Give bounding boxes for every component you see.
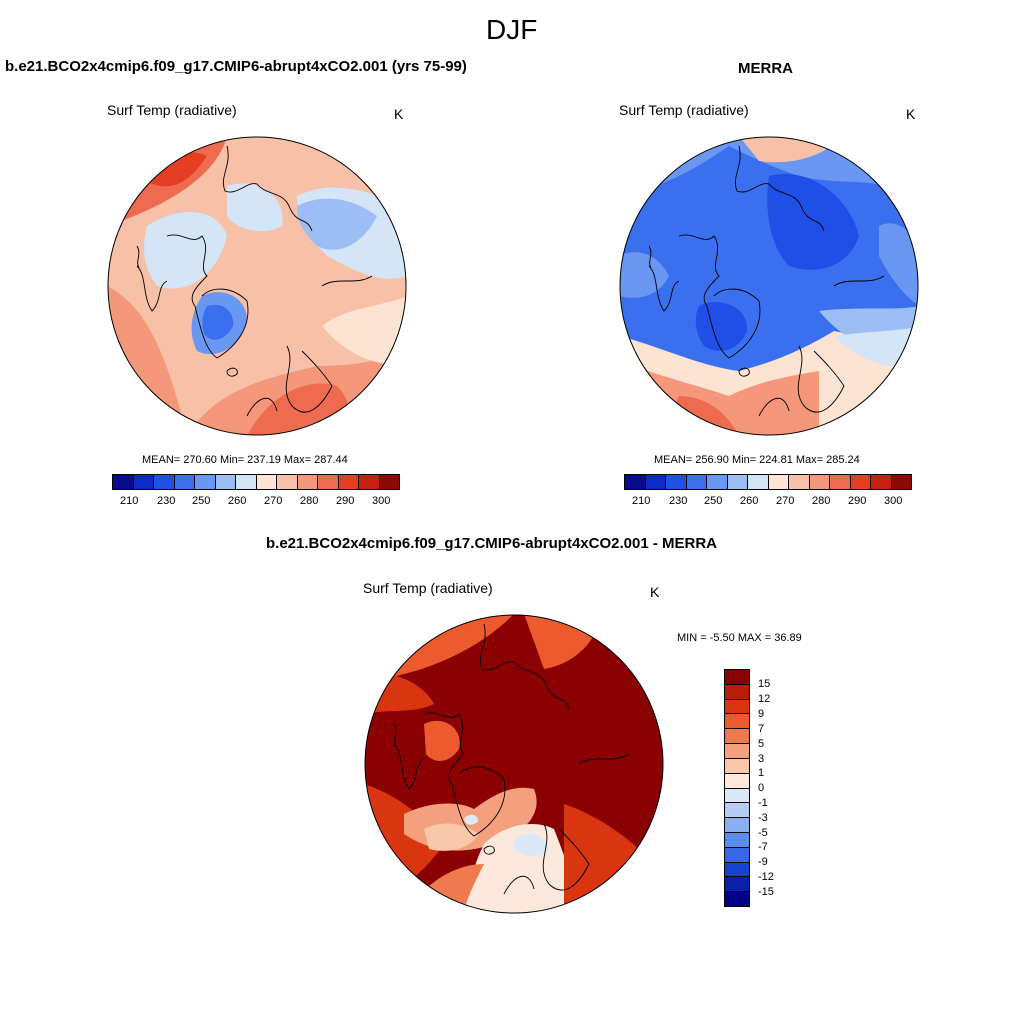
cbar2-tick: 210 [632,495,651,507]
colorbar-swatch [215,475,236,489]
vbar-tick: -5 [758,827,768,839]
vbar-tick: 15 [758,678,771,690]
colorbar-swatch [256,475,277,489]
colorbar-swatch [725,862,749,878]
panel-1-title: b.e21.BCO2x4cmip6.f09_g17.CMIP6-abrupt4x… [5,58,467,75]
colorbar-swatch [297,475,318,489]
panel-2-polar-map [619,136,919,436]
colorbar-swatch [725,758,749,774]
panel-2-stats: MEAN= 256.90 Min= 224.81 Max= 285.24 [654,454,860,466]
colorbar-swatch [725,670,749,685]
colorbar-swatch [871,475,892,489]
vbar-tick: -12 [758,871,774,883]
colorbar-swatch [727,475,748,489]
colorbar-swatch [645,475,666,489]
colorbar-swatch [725,788,749,804]
cbar2-tick: 250 [704,495,723,507]
colorbar-swatch [277,475,298,489]
colorbar-swatch [725,803,749,819]
colorbar-swatch [318,475,339,489]
colorbar-swatch [707,475,728,489]
colorbar-swatch [725,847,749,863]
colorbar-swatch [725,744,749,759]
panel-3-title: b.e21.BCO2x4cmip6.f09_g17.CMIP6-abrupt4x… [266,535,717,552]
vbar-tick: 1 [758,767,765,779]
colorbar-swatch [359,475,380,489]
panel-1-stats: MEAN= 270.60 Min= 237.19 Max= 287.44 [142,454,348,466]
colorbar-swatch [830,475,851,489]
cbar1-tick: 270 [264,495,283,507]
colorbar-swatch [768,475,789,489]
colorbar-swatch [789,475,810,489]
panel-1-polar-map [107,136,407,436]
panel-2-units-label: K [906,106,916,122]
colorbar-swatch [725,877,749,893]
colorbar-swatch [174,475,195,489]
vbar-tick: -1 [758,797,768,809]
vbar-tick: 3 [758,753,765,765]
colorbar-swatch [625,475,646,489]
panel-3-colorbar [724,669,750,907]
colorbar-swatch [809,475,830,489]
colorbar-swatch [195,475,216,489]
colorbar-swatch [850,475,871,489]
panel-2-variable-label: Surf Temp (radiative) [619,102,749,118]
colorbar-swatch [725,684,749,700]
vbar-tick: 0 [758,782,765,794]
colorbar-swatch [113,475,134,489]
colorbar-swatch [686,475,707,489]
colorbar-swatch [725,832,749,848]
colorbar-swatch [666,475,687,489]
cbar2-tick: 290 [848,495,867,507]
panel-3-variable-label: Surf Temp (radiative) [363,580,493,596]
cbar1-tick: 260 [228,495,247,507]
colorbar-swatch [379,475,399,489]
colorbar-swatch [748,475,769,489]
vbar-tick: 7 [758,723,765,735]
colorbar-swatch [133,475,154,489]
panel-1-colorbar [112,474,400,490]
cbar1-tick: 210 [120,495,139,507]
vbar-tick: -9 [758,856,768,868]
panel-1-variable-label: Surf Temp (radiative) [107,102,237,118]
colorbar-swatch [338,475,359,489]
vbar-tick: 9 [758,708,765,720]
figure-title: DJF [486,14,538,45]
colorbar-swatch [154,475,175,489]
cbar1-tick: 250 [192,495,211,507]
cbar2-tick: 230 [669,495,688,507]
cbar1-tick: 280 [300,495,319,507]
colorbar-swatch [236,475,257,489]
panel-3-polar-map [364,614,664,914]
colorbar-swatch [725,714,749,730]
panel-2-title: MERRA [738,60,793,77]
cbar1-tick: 290 [336,495,355,507]
colorbar-swatch [725,818,749,833]
vbar-tick: -7 [758,841,768,853]
panel-2-colorbar [624,474,912,490]
cbar2-tick: 280 [812,495,831,507]
vbar-tick: -3 [758,812,768,824]
cbar1-tick: 300 [372,495,391,507]
panel-1-units-label: K [394,106,404,122]
vbar-tick: 12 [758,693,771,705]
colorbar-swatch [725,892,749,906]
colorbar-swatch [725,729,749,745]
vbar-tick: -15 [758,886,774,898]
cbar1-tick: 230 [157,495,176,507]
cbar2-tick: 270 [776,495,795,507]
colorbar-swatch [891,475,911,489]
panel-3-stats: MIN = -5.50 MAX = 36.89 [677,632,802,644]
colorbar-swatch [725,773,749,789]
panel-3-units-label: K [650,584,660,600]
colorbar-swatch [725,699,749,715]
cbar2-tick: 300 [884,495,903,507]
cbar2-tick: 260 [740,495,759,507]
vbar-tick: 5 [758,738,765,750]
